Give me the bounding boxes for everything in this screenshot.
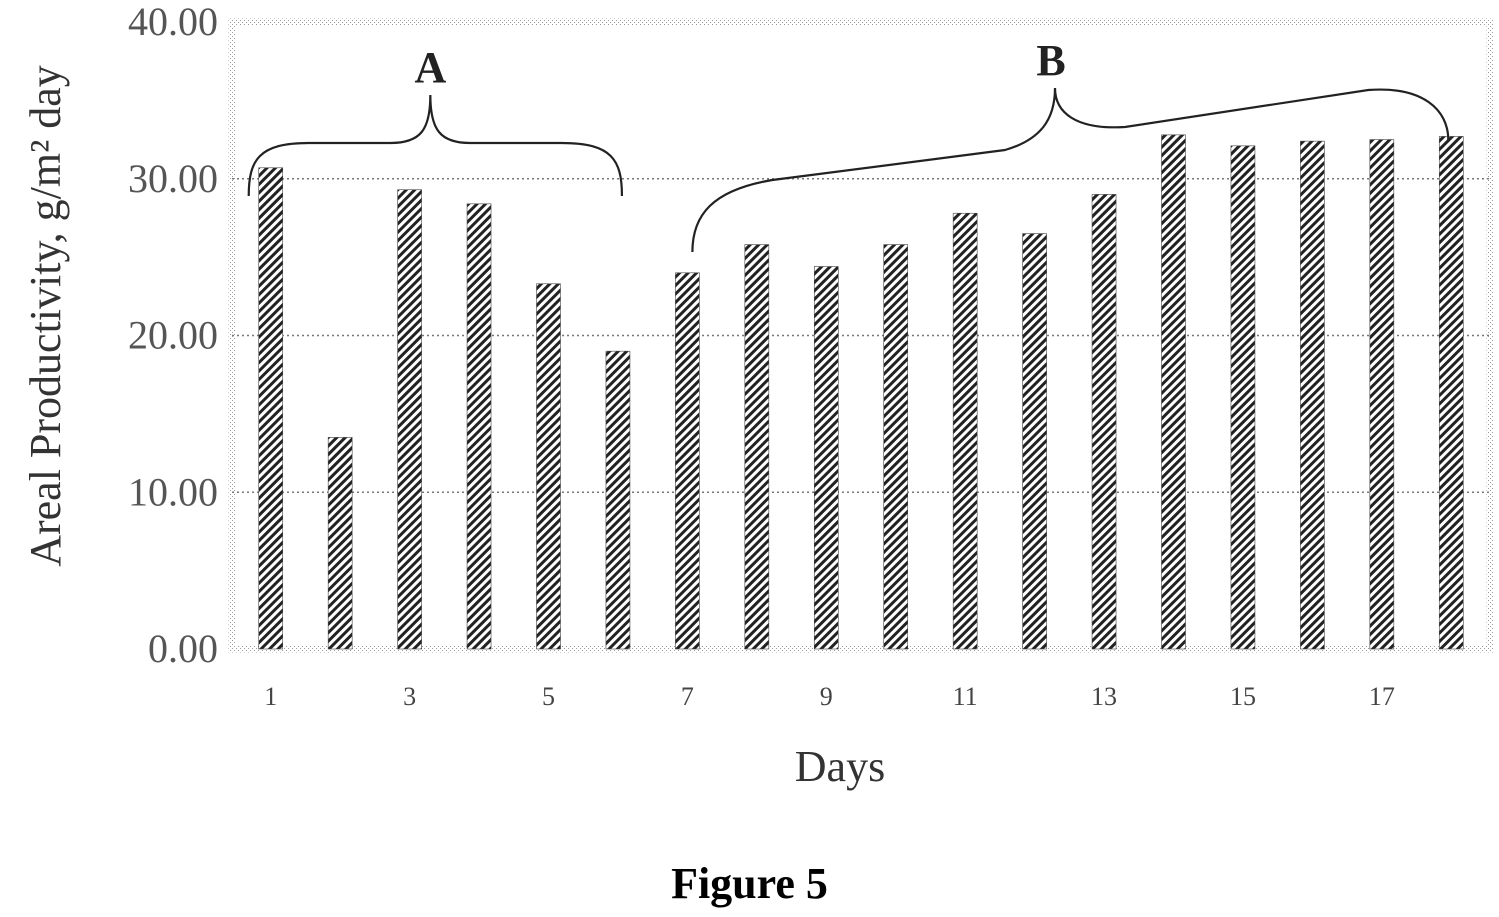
- y-axis-title: Areal Productivity, g/m² day: [21, 65, 70, 567]
- y-tick-label: 0.00: [148, 626, 218, 671]
- bar-series: [258, 134, 1464, 650]
- x-axis-title: Days: [795, 742, 885, 791]
- bar-day-2: [327, 437, 353, 650]
- x-tick-label: 13: [1091, 682, 1117, 711]
- bar-day-12: [1022, 233, 1047, 650]
- bar-day-4: [466, 203, 492, 650]
- bracket-A: [247, 94, 624, 197]
- bar-day-7: [675, 272, 700, 650]
- y-tick-label: 20.00: [128, 313, 218, 358]
- bar-day-3: [397, 189, 422, 650]
- y-tick-label: 30.00: [128, 156, 218, 201]
- bar-day-6: [605, 350, 631, 650]
- y-axis-ticks: 0.00 10.00 20.00 30.00 40.00: [128, 0, 218, 671]
- y-tick-label: 40.00: [128, 0, 218, 44]
- bar-day-18: [1438, 136, 1464, 650]
- x-tick-label: 9: [820, 682, 833, 711]
- x-tick-label: 17: [1369, 682, 1395, 711]
- bar-day-1: [258, 167, 284, 650]
- x-tick-label: 11: [953, 682, 978, 711]
- x-axis-ticks: 1 3 5 7 9 11 13 15 17: [264, 682, 1395, 711]
- x-tick-label: 15: [1230, 682, 1256, 711]
- bar-day-9: [813, 266, 839, 650]
- bar-day-17: [1369, 139, 1395, 650]
- x-tick-label: 1: [264, 682, 277, 711]
- x-tick-label: 3: [403, 682, 416, 711]
- bar-day-14: [1161, 134, 1186, 650]
- bracket-label-B: B: [1036, 36, 1065, 85]
- y-tick-label: 10.00: [128, 469, 218, 514]
- x-tick-label: 5: [542, 682, 555, 711]
- bracket-B: [691, 87, 1450, 253]
- bar-day-15: [1230, 145, 1256, 650]
- bar-day-16: [1300, 140, 1325, 650]
- bar-day-13: [1091, 194, 1117, 650]
- bar-day-11: [952, 212, 978, 650]
- x-tick-label: 7: [681, 682, 694, 711]
- figure-caption: Figure 5: [671, 859, 828, 908]
- bracket-label-A: A: [414, 43, 446, 92]
- bar-day-5: [536, 283, 561, 650]
- bar-day-8: [744, 244, 770, 650]
- bar-day-10: [883, 244, 909, 650]
